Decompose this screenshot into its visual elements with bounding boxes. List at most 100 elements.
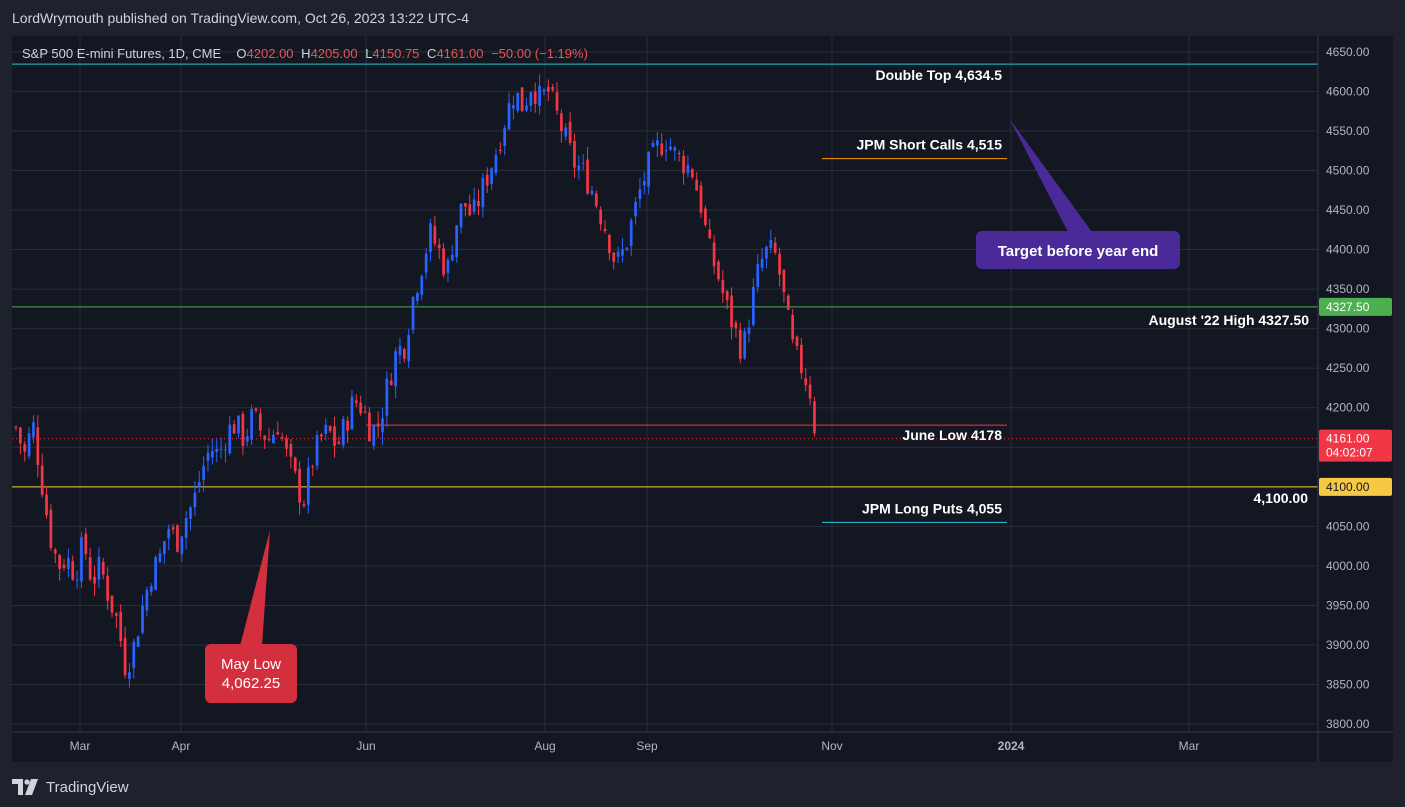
tradingview-logo-icon[interactable] — [12, 779, 40, 795]
candle-body — [128, 672, 131, 679]
august-high-axis-tag-bg — [1319, 297, 1392, 316]
price-tick-label: 4550.00 — [1326, 124, 1370, 138]
time-tick-label: Jun — [356, 739, 375, 753]
jpm-short-calls-label: JPM Short Calls 4,515 — [856, 137, 1002, 153]
footer: TradingView — [12, 776, 129, 798]
august-high-label: August '22 High 4327.50 — [1149, 312, 1310, 328]
time-tick-label: Mar — [70, 739, 91, 753]
candle-body — [516, 92, 520, 111]
candle-body — [23, 444, 27, 452]
price-tick-label: 4600.00 — [1326, 84, 1370, 98]
round-4100-label: 4,100.00 — [1254, 490, 1309, 506]
candle-body — [32, 422, 35, 438]
candle-body — [385, 378, 389, 416]
price-tick-label: 4450.00 — [1326, 203, 1370, 217]
candle-body — [708, 229, 712, 239]
candle-body — [813, 401, 816, 434]
candle-body — [202, 466, 205, 480]
candle-body — [773, 242, 777, 253]
tradingview-brand[interactable]: TradingView — [46, 778, 129, 796]
chart-panel[interactable]: Double Top 4,634.5 JPM Short Calls 4,515 A… — [12, 36, 1393, 762]
round-4100-axis-tag: 4100.00 — [1319, 477, 1392, 496]
candle-body — [306, 467, 310, 505]
time-tick-label: Mar — [1179, 739, 1200, 753]
target-callout: Target before year end — [976, 118, 1180, 269]
candle-body — [494, 155, 498, 173]
candle-body — [791, 314, 794, 340]
candle-body — [625, 247, 629, 250]
candle-body — [455, 225, 459, 258]
open-value: 4202.00 — [246, 46, 294, 61]
june-low-label: June Low 4178 — [902, 427, 1002, 443]
candle-body — [433, 226, 437, 244]
low-key: L — [365, 46, 373, 61]
price-tick-label: 4400.00 — [1326, 243, 1370, 257]
candle-body — [769, 239, 773, 248]
candle-body — [555, 92, 559, 111]
august-high-axis-tag: 4327.50 — [1319, 297, 1392, 316]
price-tick-label: 3850.00 — [1326, 678, 1370, 692]
candle-body — [546, 86, 550, 92]
candle-body — [293, 457, 297, 472]
candle-body — [263, 435, 267, 440]
candle-body — [608, 234, 611, 253]
candle-body — [193, 492, 197, 508]
candle-body — [141, 605, 144, 633]
candle-body — [88, 557, 92, 580]
target-callout-box — [976, 231, 1180, 269]
last-price-axis-tag-bg — [1319, 429, 1392, 462]
candle-body — [250, 409, 253, 440]
candle-body — [647, 152, 651, 187]
symbol-name[interactable]: S&P 500 E-mini Futures, 1D, CME — [22, 46, 222, 61]
candle-body — [311, 466, 315, 468]
candle-body — [328, 426, 332, 432]
candle-body — [149, 586, 153, 592]
price-tick-label: 4350.00 — [1326, 282, 1370, 296]
candle-body — [267, 439, 271, 441]
candle-body — [743, 331, 746, 359]
candle-body — [765, 246, 768, 259]
candle-body — [795, 336, 799, 347]
candle-body — [450, 254, 454, 261]
candle-body — [542, 89, 546, 92]
candle-body — [402, 349, 406, 359]
candle-body — [40, 465, 44, 496]
candle-body — [560, 113, 563, 132]
candle-body — [276, 432, 280, 435]
candle-body — [712, 242, 716, 267]
candle-body — [132, 641, 136, 669]
symbol-legend: S&P 500 E-mini Futures, 1D, CME O4202.00… — [22, 46, 592, 61]
candle-body — [315, 435, 319, 466]
candle-body — [167, 528, 171, 539]
candle-body — [590, 190, 594, 195]
candle-body — [184, 518, 188, 538]
last-price-axis-tag-text: 4161.00 — [1326, 432, 1370, 446]
candle-body — [472, 199, 476, 212]
price-chart[interactable]: Double Top 4,634.5 JPM Short Calls 4,515 A… — [12, 36, 1393, 762]
candle-body — [62, 564, 66, 568]
price-tick-label: 4200.00 — [1326, 401, 1370, 415]
candle-body — [71, 561, 75, 580]
candle-body — [27, 433, 31, 457]
high-value: 4205.00 — [310, 46, 358, 61]
candle-body — [49, 509, 53, 548]
candle-body — [224, 449, 227, 451]
candle-body — [241, 413, 245, 446]
low-value: 4150.75 — [372, 46, 420, 61]
candle-body — [245, 436, 249, 442]
candle-body — [110, 595, 114, 613]
candle-body — [525, 105, 528, 111]
candle-body — [699, 185, 703, 213]
time-tick-label: Sep — [636, 739, 658, 753]
candle-body — [154, 557, 157, 591]
candle-body — [717, 261, 720, 280]
candle-body — [298, 468, 301, 503]
candle-body — [215, 448, 219, 453]
candle-body — [498, 149, 502, 152]
candle-body — [437, 244, 441, 249]
candle-body — [420, 275, 424, 295]
may-low-pointer — [240, 530, 270, 646]
candle-body — [145, 590, 149, 611]
candle-body — [573, 140, 576, 168]
level-lines — [12, 63, 1318, 523]
